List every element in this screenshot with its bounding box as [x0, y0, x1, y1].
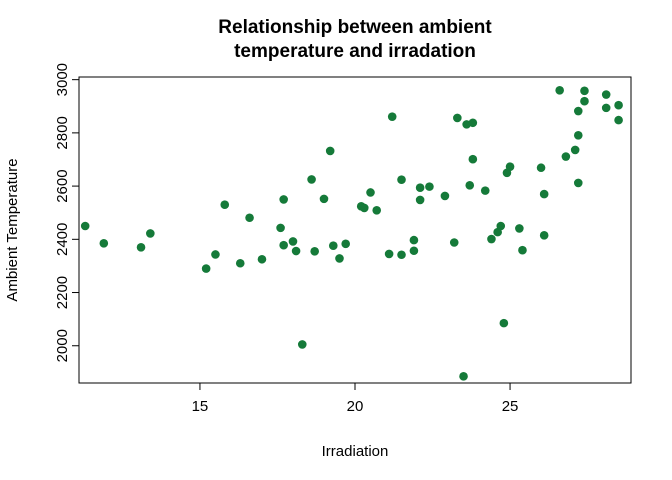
- data-point: [235, 258, 245, 268]
- data-point: [468, 154, 478, 164]
- data-point: [536, 163, 546, 173]
- x-tick-label: 15: [192, 398, 209, 415]
- data-point: [384, 249, 394, 259]
- data-point: [325, 146, 335, 156]
- y-tick-label: 2800: [54, 116, 71, 149]
- data-point: [341, 239, 350, 249]
- y-axis: 2000 2200 2400 2600 2800 3000: [54, 63, 80, 362]
- data-point: [555, 86, 564, 95]
- x-tick-label: 25: [502, 398, 519, 415]
- data-point: [425, 182, 434, 191]
- data-point: [291, 246, 301, 256]
- data-points: [80, 86, 623, 381]
- data-point: [573, 178, 583, 188]
- data-point: [136, 242, 146, 252]
- data-point: [496, 221, 506, 231]
- data-point: [614, 100, 623, 110]
- data-point: [487, 234, 496, 244]
- data-point: [99, 239, 109, 248]
- data-point: [319, 194, 329, 204]
- chart-title-line-2: temperature and irradation: [234, 41, 476, 62]
- data-point: [360, 203, 369, 213]
- data-point: [453, 113, 462, 123]
- data-point: [518, 245, 527, 255]
- data-point: [245, 213, 254, 223]
- data-point: [465, 180, 475, 190]
- data-point: [570, 145, 580, 155]
- x-axis: 15 20 25: [192, 382, 519, 415]
- x-axis-label: Irradiation: [322, 443, 389, 460]
- data-point: [201, 264, 211, 273]
- data-point: [515, 224, 524, 233]
- data-point: [539, 231, 549, 240]
- data-point: [409, 235, 419, 245]
- data-point: [499, 318, 509, 328]
- data-point: [146, 229, 155, 238]
- data-point: [279, 240, 288, 250]
- data-point: [276, 223, 285, 233]
- y-tick-label: 2200: [54, 276, 71, 309]
- data-point: [505, 162, 515, 171]
- data-point: [480, 186, 490, 195]
- y-tick-label: 3000: [54, 63, 71, 96]
- data-point: [297, 340, 307, 349]
- data-point: [440, 191, 450, 201]
- y-axis-label: Ambient Temperature: [4, 158, 21, 301]
- chart-title-line-1: Relationship between ambient: [218, 17, 492, 38]
- data-point: [279, 195, 288, 204]
- data-point: [561, 152, 571, 161]
- data-point: [211, 250, 220, 259]
- data-point: [372, 206, 382, 215]
- data-point: [614, 115, 623, 125]
- data-point: [468, 118, 478, 128]
- y-tick-label: 2000: [54, 329, 71, 362]
- data-point: [220, 200, 230, 210]
- data-point: [573, 106, 583, 116]
- data-point: [573, 130, 583, 140]
- plot-frame: [78, 76, 632, 384]
- data-point: [257, 254, 267, 264]
- data-point: [397, 175, 406, 185]
- data-point: [580, 96, 589, 106]
- data-point: [288, 237, 298, 246]
- data-point: [366, 188, 375, 197]
- y-tick-label: 2400: [54, 223, 71, 256]
- data-point: [449, 238, 459, 247]
- data-point: [459, 372, 468, 381]
- data-point: [307, 175, 316, 184]
- data-point: [409, 246, 419, 256]
- data-point: [415, 195, 425, 205]
- data-point: [397, 250, 406, 260]
- data-point: [601, 90, 611, 99]
- x-tick-label: 20: [347, 398, 364, 415]
- data-point: [328, 241, 338, 250]
- data-point: [387, 112, 397, 121]
- data-point: [310, 246, 319, 256]
- data-point: [335, 254, 344, 263]
- y-tick-label: 2600: [54, 169, 71, 202]
- data-point: [601, 103, 611, 113]
- data-point: [539, 189, 549, 199]
- data-point: [80, 221, 90, 231]
- data-point: [415, 183, 425, 192]
- data-point: [580, 86, 589, 96]
